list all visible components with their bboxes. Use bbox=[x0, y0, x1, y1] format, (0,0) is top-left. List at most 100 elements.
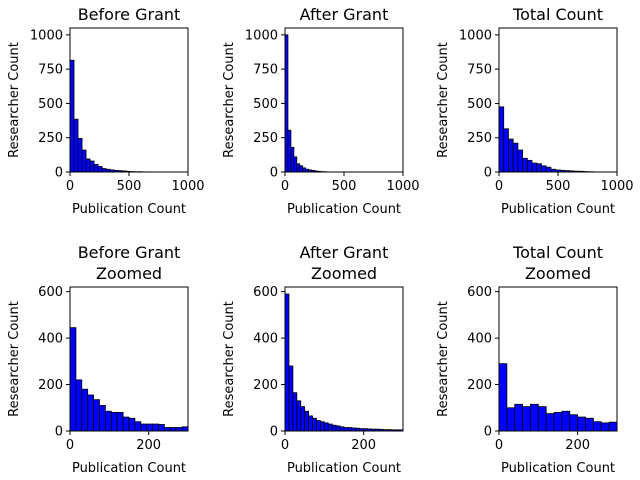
axes-frame bbox=[69, 27, 189, 173]
x-axis-label: Publication Count bbox=[501, 461, 615, 476]
histogram-bar bbox=[99, 405, 106, 431]
histogram-bar bbox=[506, 407, 516, 431]
subplot-6: 0 200 0 200 400 600 Publication Count Researche… bbox=[436, 243, 618, 476]
x-tick-label: 200 bbox=[565, 438, 590, 453]
histogram-bar bbox=[293, 156, 298, 172]
histogram-bar bbox=[299, 165, 304, 172]
histogram-bar bbox=[146, 423, 153, 431]
histogram-bar bbox=[522, 406, 531, 431]
x-tick-label: 0 bbox=[66, 179, 74, 194]
y-axis-label: Researcher Count bbox=[436, 301, 451, 417]
histogram-bar bbox=[319, 421, 325, 431]
histogram-bar bbox=[499, 106, 505, 172]
histogram-bar bbox=[288, 365, 294, 431]
histogram-bar bbox=[335, 425, 341, 431]
histogram-bar bbox=[312, 417, 317, 431]
y-tick-label: 250 bbox=[253, 131, 278, 146]
y-axis-label: Researcher Count bbox=[222, 42, 237, 158]
axes-frame bbox=[284, 27, 404, 173]
x-tick-label: 0 bbox=[66, 438, 74, 453]
histogram-bar bbox=[105, 410, 112, 431]
histogram-bar bbox=[152, 423, 159, 431]
subplot-title: Total Count bbox=[512, 243, 603, 262]
y-tick-label: 400 bbox=[38, 332, 63, 347]
x-tick-label: 200 bbox=[351, 438, 376, 453]
histogram-bar bbox=[116, 412, 124, 431]
x-tick-label: 0 bbox=[495, 179, 503, 194]
subplot-title: Before Grant bbox=[78, 5, 181, 24]
x-tick-label: 500 bbox=[332, 179, 357, 194]
subplot-title: After Grant bbox=[300, 243, 389, 262]
y-tick-label: 500 bbox=[467, 97, 492, 112]
x-tick-label: 0 bbox=[281, 179, 289, 194]
y-tick-label: 500 bbox=[253, 97, 278, 112]
histogram-bar bbox=[97, 166, 103, 172]
histogram-bar bbox=[536, 163, 542, 172]
histogram-bar bbox=[158, 424, 165, 431]
histogram-bar bbox=[608, 421, 617, 431]
subplot-3: 0 500 1000 0 250 500 750 1000 Publication Count R… bbox=[436, 5, 634, 217]
y-tick-label: 250 bbox=[38, 131, 63, 146]
histogram-bar bbox=[70, 327, 77, 431]
histogram-bar bbox=[522, 157, 528, 172]
y-tick-label: 1000 bbox=[245, 28, 278, 43]
histogram-bar bbox=[292, 392, 298, 431]
histogram-bar bbox=[128, 417, 136, 431]
histogram-bar bbox=[316, 420, 321, 431]
histogram-bar bbox=[290, 146, 295, 172]
y-tick-label: 750 bbox=[467, 63, 492, 78]
bar-group bbox=[70, 327, 188, 431]
histogram-bar bbox=[331, 424, 337, 431]
histogram-bar bbox=[85, 158, 91, 172]
histogram-bar bbox=[287, 129, 292, 172]
histogram-bar bbox=[122, 416, 130, 431]
histogram-bar bbox=[296, 400, 302, 431]
histogram-bar bbox=[77, 137, 83, 172]
x-tick-label: 200 bbox=[136, 438, 161, 453]
x-axis-label: Publication Count bbox=[287, 202, 401, 217]
subplot-title: After Grant bbox=[300, 5, 389, 24]
subplot-title: Zoomed bbox=[311, 264, 377, 283]
histogram-bar bbox=[514, 403, 524, 431]
y-tick-label: 1000 bbox=[459, 28, 492, 43]
y-axis-label: Researcher Count bbox=[7, 42, 22, 158]
histogram-bar bbox=[577, 416, 586, 431]
y-tick-label: 250 bbox=[467, 131, 492, 146]
axes-frame bbox=[498, 286, 618, 432]
bar-group bbox=[70, 59, 151, 172]
x-tick-label: 1000 bbox=[386, 179, 419, 194]
histogram-bar bbox=[81, 149, 87, 172]
histogram-bar bbox=[537, 406, 547, 431]
subplot-title: Zoomed bbox=[96, 264, 162, 283]
histogram-bar bbox=[339, 426, 345, 431]
y-tick-label: 0 bbox=[55, 425, 63, 440]
histogram-bar bbox=[140, 423, 148, 431]
histogram-bar bbox=[181, 426, 188, 431]
x-tick-label: 1000 bbox=[600, 179, 633, 194]
histogram-bar bbox=[526, 159, 533, 172]
histogram-bar bbox=[545, 413, 555, 431]
y-tick-label: 1000 bbox=[30, 28, 63, 43]
y-tick-label: 200 bbox=[38, 378, 63, 393]
histogram-bar bbox=[89, 160, 95, 172]
y-tick-label: 600 bbox=[253, 285, 278, 300]
histogram-bar bbox=[600, 422, 610, 431]
y-tick-label: 400 bbox=[467, 332, 492, 347]
y-tick-label: 0 bbox=[484, 425, 492, 440]
histogram-bar bbox=[163, 427, 171, 431]
histogram-bar bbox=[70, 59, 75, 172]
histogram-bar bbox=[398, 429, 403, 431]
y-tick-label: 600 bbox=[467, 285, 492, 300]
x-axis-label: Publication Count bbox=[72, 202, 186, 217]
x-tick-label: 1000 bbox=[171, 179, 204, 194]
subplot-title: Before Grant bbox=[78, 243, 181, 262]
histogram-bar bbox=[87, 394, 94, 431]
histogram-bar bbox=[593, 421, 602, 431]
bar-group bbox=[499, 106, 594, 172]
y-tick-label: 500 bbox=[38, 97, 63, 112]
axes-frame bbox=[284, 286, 404, 432]
histogram-bar bbox=[75, 379, 83, 431]
y-axis-label: Researcher Count bbox=[436, 42, 451, 158]
histogram-bar bbox=[296, 163, 301, 172]
